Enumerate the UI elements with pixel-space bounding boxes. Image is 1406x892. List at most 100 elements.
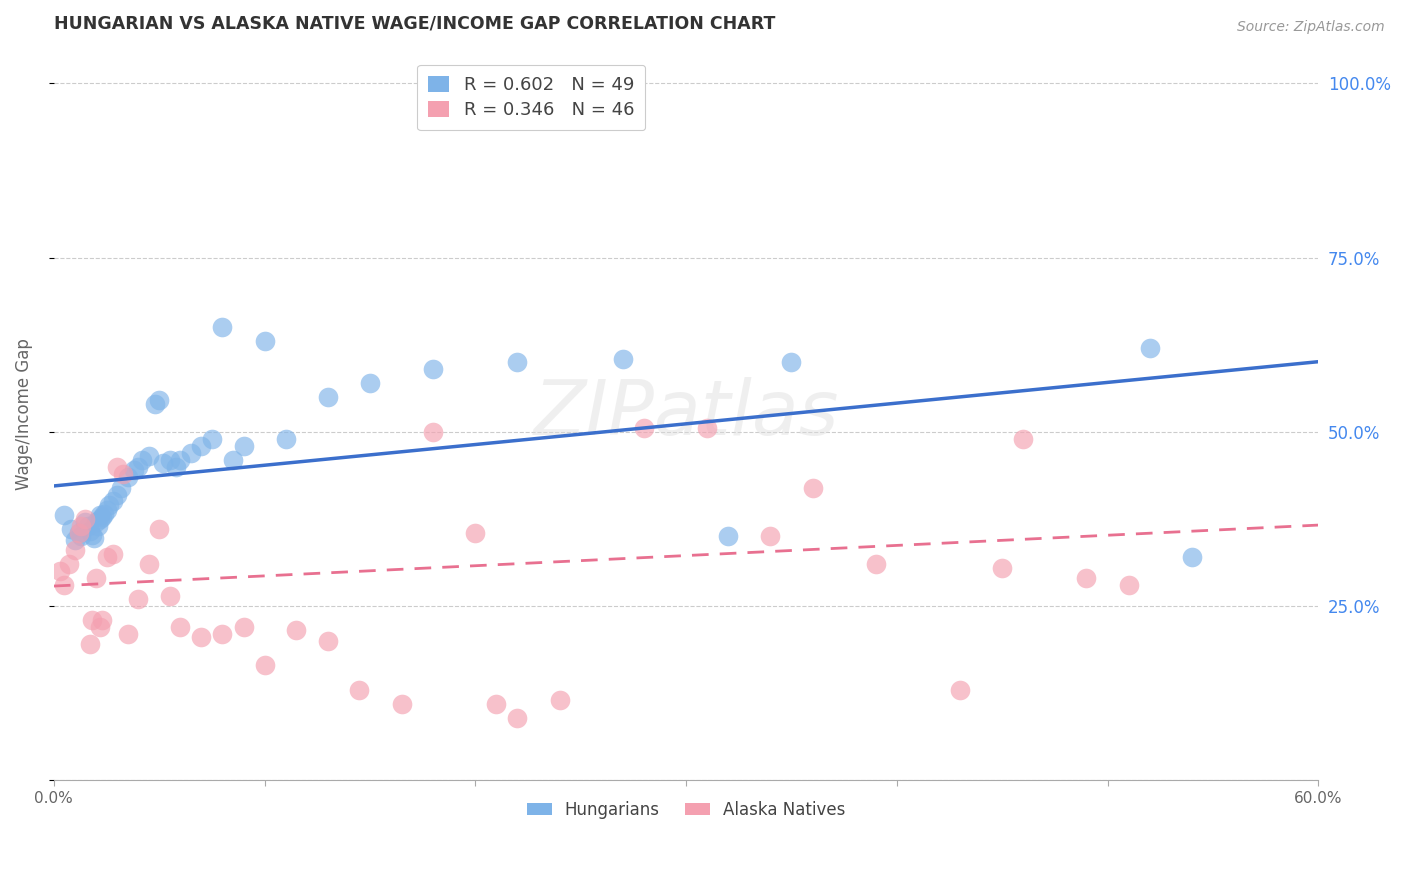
Point (222, 452, 245, 467)
Point (127, 459, 149, 474)
Point (105, 487, 128, 501)
Point (780, 355, 803, 369)
Point (67, 525, 90, 540)
Point (89, 620, 111, 634)
Point (253, 334, 276, 348)
Point (612, 351, 634, 366)
Point (391, 697, 413, 711)
Point (1181, 550, 1204, 565)
Point (506, 710, 529, 724)
Point (138, 558, 160, 572)
Point (63, 533, 86, 547)
Point (84, 571, 107, 585)
Point (53, 508, 76, 523)
Point (285, 624, 308, 638)
Point (75, 512, 97, 526)
Point (93, 507, 115, 521)
Point (232, 439, 254, 453)
Point (274, 432, 297, 446)
Point (152, 456, 174, 470)
Point (87, 519, 110, 533)
Y-axis label: Wage/Income Gap: Wage/Income Gap (15, 338, 32, 491)
Point (96, 550, 118, 565)
Point (190, 631, 212, 645)
Point (79, 524, 101, 538)
Point (633, 421, 655, 435)
Point (58, 558, 80, 572)
Legend: Hungarians, Alaska Natives: Hungarians, Alaska Natives (519, 792, 853, 827)
Point (316, 390, 339, 404)
Point (485, 697, 508, 711)
Point (91, 613, 114, 627)
Point (84, 516, 107, 530)
Point (131, 452, 153, 467)
Point (91, 509, 114, 524)
Point (80, 613, 103, 627)
Point (464, 525, 486, 540)
Point (548, 693, 571, 707)
Point (696, 421, 718, 435)
Point (801, 481, 824, 495)
Point (97, 498, 120, 512)
Point (143, 397, 166, 411)
Point (70, 529, 93, 543)
Point (316, 633, 339, 648)
Point (76, 519, 98, 533)
Point (211, 627, 233, 641)
Point (89, 508, 111, 523)
Point (201, 432, 224, 446)
Point (59, 522, 82, 536)
Point (117, 627, 139, 641)
Point (83, 531, 105, 545)
Point (169, 620, 191, 634)
Point (89, 512, 111, 526)
Point (1076, 571, 1098, 585)
Point (211, 320, 233, 334)
Point (991, 560, 1014, 574)
Text: Source: ZipAtlas.com: Source: ZipAtlas.com (1237, 20, 1385, 34)
Text: ZIPatlas: ZIPatlas (533, 377, 839, 451)
Point (717, 529, 740, 543)
Point (75, 516, 97, 530)
Point (110, 481, 132, 495)
Point (359, 376, 381, 390)
Point (253, 658, 276, 673)
Point (122, 463, 145, 477)
Point (63, 543, 86, 558)
Point (80, 528, 103, 542)
Point (79, 637, 101, 651)
Point (138, 449, 160, 463)
Point (159, 589, 181, 603)
Point (190, 439, 212, 453)
Point (422, 362, 444, 376)
Point (112, 467, 135, 481)
Point (865, 558, 887, 572)
Text: HUNGARIAN VS ALASKA NATIVE WAGE/INCOME GAP CORRELATION CHART: HUNGARIAN VS ALASKA NATIVE WAGE/INCOME G… (53, 15, 775, 33)
Point (148, 522, 170, 536)
Point (506, 355, 529, 369)
Point (349, 682, 371, 697)
Point (165, 459, 187, 474)
Point (67, 525, 90, 540)
Point (127, 592, 149, 607)
Point (180, 446, 202, 460)
Point (105, 459, 128, 474)
Point (49, 564, 72, 578)
Point (96, 503, 118, 517)
Point (1139, 341, 1161, 355)
Point (1012, 432, 1035, 446)
Point (949, 682, 972, 697)
Point (759, 529, 782, 543)
Point (101, 547, 124, 561)
Point (1118, 578, 1140, 592)
Point (53, 578, 76, 592)
Point (169, 452, 191, 467)
Point (101, 494, 124, 508)
Point (148, 393, 170, 408)
Point (422, 425, 444, 439)
Point (117, 470, 139, 484)
Point (159, 452, 181, 467)
Point (591, 104, 613, 119)
Point (70, 519, 93, 533)
Point (232, 620, 254, 634)
